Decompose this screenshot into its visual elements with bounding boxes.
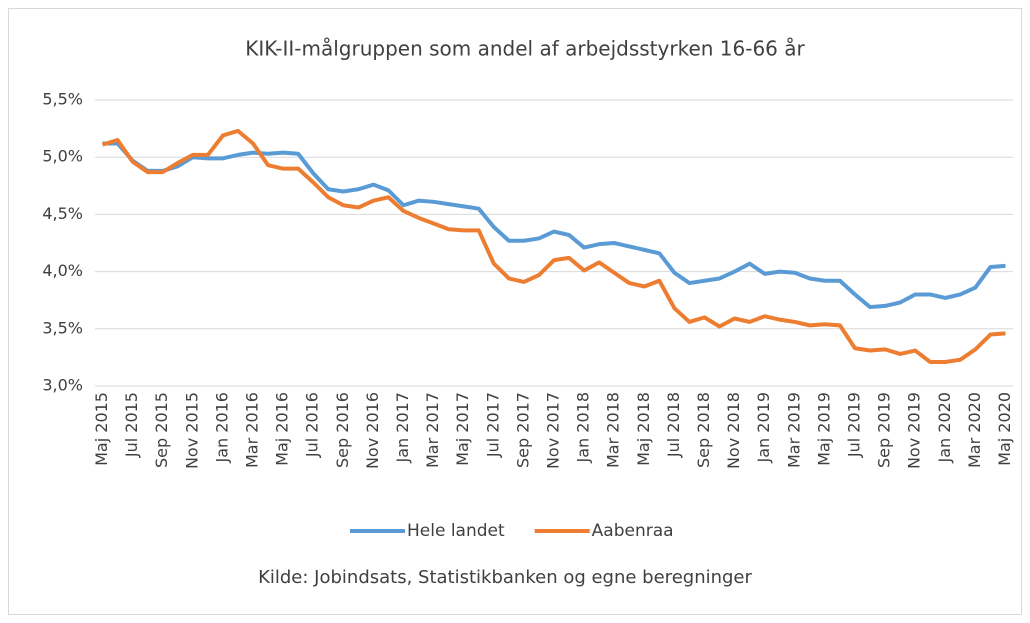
x-tick-label: Maj 2019: [814, 392, 833, 466]
chart-title: KIK-II-målgruppen som andel af arbejdsst…: [245, 37, 805, 61]
x-tick-label: Sep 2018: [694, 392, 713, 468]
x-tick-label: Maj 2016: [273, 392, 292, 466]
x-tick-label: Mar 2016: [243, 392, 262, 468]
x-tick-label: Nov 2017: [544, 392, 563, 469]
x-tick-label: Jul 2016: [303, 392, 322, 458]
x-tick-label: Maj 2015: [92, 392, 111, 466]
x-tick-label: Maj 2017: [453, 392, 472, 466]
y-tick-label: 3,0%: [42, 376, 83, 395]
x-tick-label: Mar 2020: [965, 392, 984, 468]
x-tick-label: Jul 2018: [664, 392, 683, 458]
x-tick-label: Jul 2019: [844, 392, 863, 458]
x-tick-label: Jan 2018: [574, 392, 593, 463]
x-tick-label: Jan 2016: [212, 392, 231, 463]
x-tick-label: Jan 2019: [754, 392, 773, 463]
chart-border: [8, 8, 1022, 615]
x-tick-label: Nov 2018: [724, 392, 743, 469]
y-tick-label: 4,5%: [42, 204, 83, 223]
x-tick-label: Mar 2017: [423, 392, 442, 468]
x-tick-label: Sep 2017: [513, 392, 532, 468]
x-tick-label: Jul 2015: [122, 392, 141, 458]
x-tick-label: Sep 2019: [875, 392, 894, 468]
x-tick-label: Jan 2020: [935, 392, 954, 463]
x-tick-label: Mar 2018: [604, 392, 623, 468]
x-tick-label: Mar 2019: [784, 392, 803, 468]
x-tick-label: Sep 2015: [152, 392, 171, 468]
y-tick-label: 4,0%: [42, 261, 83, 280]
y-tick-label: 5,5%: [42, 90, 83, 109]
x-tick-label: Nov 2015: [182, 392, 201, 469]
source-note: Kilde: Jobindsats, Statistikbanken og eg…: [258, 567, 752, 588]
series-line: [101, 128, 1006, 364]
x-tick-label: Maj 2020: [995, 392, 1014, 466]
x-tick-label: Sep 2016: [333, 392, 352, 468]
x-tick-label: Jul 2017: [483, 392, 502, 458]
legend-label: Hele landet: [407, 521, 505, 541]
x-tick-label: Nov 2016: [363, 392, 382, 469]
series-line: [102, 141, 1006, 310]
y-tick-label: 3,5%: [42, 318, 83, 337]
y-tick-label: 5,0%: [42, 147, 83, 166]
x-tick-label: Jan 2017: [393, 392, 412, 463]
legend-label: Aabenraa: [592, 521, 674, 541]
x-tick-label: Maj 2018: [634, 392, 653, 466]
x-tick-label: Nov 2019: [905, 392, 924, 469]
